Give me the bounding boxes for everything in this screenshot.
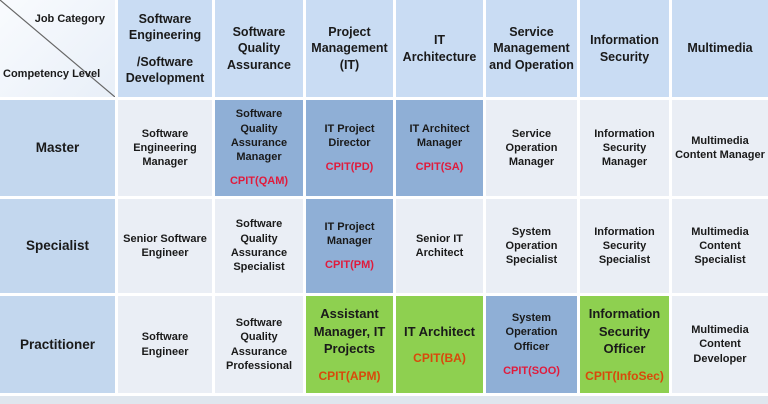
cell-master-project-management: IT Project Director CPIT(PD) (306, 100, 393, 196)
job-title: Software Engineering Manager (133, 127, 197, 169)
cell-specialist-project-management: IT Project Manager CPIT(PM) (306, 199, 393, 293)
column-header-line1: IT Architecture (402, 33, 477, 64)
cell-practitioner-software-quality-assurance: Software Quality Assurance Professional (215, 296, 303, 393)
job-title: Senior IT Architect (415, 232, 464, 259)
cell-practitioner-project-management: Assistant Manager, IT Projects CPIT(APM) (306, 296, 393, 393)
job-title: Multimedia Content Specialist (691, 225, 749, 267)
corner-bottom-label: Competency Level (3, 67, 101, 80)
job-title: Multimedia Content Manager (675, 134, 765, 161)
job-title: Software Quality Assurance Professional (225, 316, 293, 372)
cpit-code: CPIT(SOO) (503, 364, 560, 377)
job-title: System Operation Officer (505, 311, 558, 353)
cell-master-it-architecture: IT Architect Manager CPIT(SA) (396, 100, 483, 196)
job-title: IT Project Manager (324, 220, 375, 247)
corner-top-label: Job Category (34, 13, 105, 25)
diagonal-divider-icon (0, 0, 115, 97)
job-title: Assistant Manager, IT Projects (313, 306, 386, 357)
cell-master-software-engineering: Software Engineering Manager (118, 100, 212, 196)
column-header-software-quality-assurance: Software Quality Assurance (215, 0, 303, 97)
cell-specialist-software-quality-assurance: Software Quality Assurance Specialist (215, 199, 303, 293)
cell-practitioner-software-engineering: Software Engineer (118, 296, 212, 393)
job-title: Information Security Officer (588, 306, 661, 357)
row-label-practitioner: Practitioner (0, 296, 115, 393)
job-title: Information Security Manager (594, 127, 655, 169)
column-header-line1: Software Engineering (128, 11, 202, 42)
cpit-code: CPIT(BA) (413, 351, 466, 366)
cell-practitioner-multimedia: Multimedia Content Developer (672, 296, 768, 393)
column-header-multimedia: Multimedia (672, 0, 768, 97)
cpit-code: CPIT(APM) (318, 368, 381, 383)
table-bottom-edge (0, 396, 768, 404)
column-header-information-security: Information Security (580, 0, 669, 97)
cpit-code: CPIT(SA) (415, 161, 464, 174)
cpit-code: CPIT(QAM) (229, 175, 289, 188)
column-header-line1: Service Management and Operation (489, 25, 574, 72)
job-title: Software Quality Assurance Specialist (230, 218, 288, 274)
cell-specialist-it-architecture: Senior IT Architect (396, 199, 483, 293)
job-title: Information Security Specialist (594, 225, 655, 267)
job-title: Software Quality Assurance Manager (230, 108, 288, 164)
cell-practitioner-information-security: Information Security Officer CPIT(InfoSe… (580, 296, 669, 393)
cell-practitioner-it-architecture: IT Architect CPIT(BA) (396, 296, 483, 393)
job-title: IT Architect (403, 323, 476, 339)
column-header-service-management-operation: Service Management and Operation (486, 0, 577, 97)
cell-specialist-service-management: System Operation Specialist (486, 199, 577, 293)
column-header-line1: Software Quality Assurance (227, 25, 291, 72)
cpit-code: CPIT(InfoSec) (585, 368, 664, 383)
row-label-specialist: Specialist (0, 199, 115, 293)
column-header-project-management-it: Project Management (IT) (306, 0, 393, 97)
cell-specialist-software-engineering: Senior Software Engineer (118, 199, 212, 293)
column-header-line1: Project Management (IT) (311, 25, 388, 72)
cell-master-information-security: Information Security Manager (580, 100, 669, 196)
cell-practitioner-service-management: System Operation Officer CPIT(SOO) (486, 296, 577, 393)
column-header-software-engineering: Software Engineering /Software Developme… (118, 0, 212, 97)
cell-specialist-multimedia: Multimedia Content Specialist (672, 199, 768, 293)
job-title: System Operation Specialist (505, 225, 558, 267)
job-title: Multimedia Content Developer (691, 324, 749, 365)
job-title: Service Operation Manager (505, 127, 558, 169)
column-header-it-architecture: IT Architecture (396, 0, 483, 97)
column-header-line1: Information Security (590, 33, 659, 64)
cell-specialist-information-security: Information Security Specialist (580, 199, 669, 293)
job-title: Software Engineer (141, 331, 189, 358)
cell-master-service-management: Service Operation Manager (486, 100, 577, 196)
cpit-code: CPIT(PD) (325, 161, 374, 174)
job-title: IT Project Director (324, 122, 375, 149)
corner-cell: Job Category Competency Level (0, 0, 115, 97)
job-title: IT Architect Manager (409, 122, 470, 149)
cell-master-multimedia: Multimedia Content Manager (672, 100, 768, 196)
job-title: Senior Software Engineer (123, 232, 207, 259)
column-header-line1: Multimedia (687, 41, 753, 56)
column-header-line2: /Software Development (125, 55, 205, 86)
cpit-code: CPIT(PM) (325, 259, 374, 272)
cell-master-software-quality-assurance: Software Quality Assurance Manager CPIT(… (215, 100, 303, 196)
competency-matrix-table: Job Category Competency Level Software E… (0, 0, 768, 393)
row-label-master: Master (0, 100, 115, 196)
